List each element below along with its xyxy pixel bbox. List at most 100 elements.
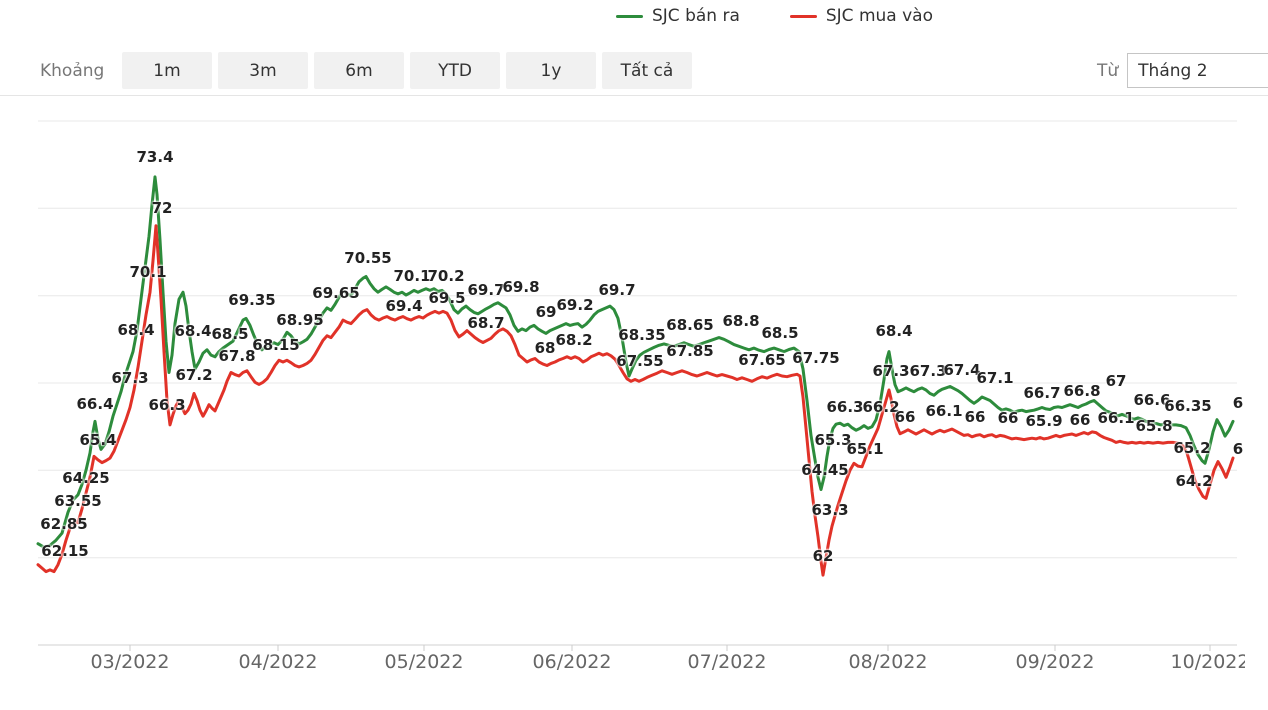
chart-legend: SJC bán ra SJC mua vào (616, 6, 969, 26)
sell-data-label: 70.1 (393, 267, 431, 285)
buy-data-label: 67.85 (666, 342, 714, 360)
buy-line-swatch-icon (789, 14, 817, 18)
sell-data-label: 67 (1105, 372, 1127, 390)
sell-data-label: 64.45 (801, 461, 849, 479)
buy-data-label: 67.65 (738, 351, 786, 369)
sell-data-label: 69 (535, 303, 557, 321)
sell-data-label: 68.5 (761, 324, 799, 342)
sell-data-label: 66.2 (862, 398, 900, 416)
sell-data-label: 66.7 (1023, 384, 1061, 402)
sell-data-label: 70.55 (344, 249, 392, 267)
sell-data-label: 68.4 (174, 322, 212, 340)
buy-data-label: 66 (894, 408, 916, 426)
sell-data-label: 68.95 (276, 311, 324, 329)
buy-data-label: 66.1 (1097, 409, 1135, 427)
x-axis-label: 09/2022 (1015, 651, 1095, 673)
sell-data-label: 66.8 (1063, 382, 1101, 400)
buy-data-label: 68 (534, 339, 556, 357)
range-button-6m[interactable]: 6m (314, 52, 404, 89)
sell-data-label: 65.2 (1173, 439, 1211, 457)
legend-item-sell[interactable]: SJC bán ra (616, 6, 740, 26)
buy-data-label: 65.8 (1135, 417, 1173, 435)
buy-data-label: 6 (1232, 440, 1244, 458)
buy-data-label: 69.4 (385, 297, 423, 315)
buy-data-label: 62 (812, 547, 834, 565)
x-axis-label: 05/2022 (384, 651, 464, 673)
sell-data-label: 69.35 (228, 291, 276, 309)
range-button-ytd[interactable]: YTD (410, 52, 500, 89)
legend-buy-label: SJC mua vào (825, 6, 933, 26)
buy-data-label: 67.55 (616, 352, 664, 370)
buy-data-label: 66 (1069, 411, 1091, 429)
x-axis-label: 04/2022 (238, 651, 318, 673)
from-date-group: Từ (1097, 53, 1268, 88)
buy-price-line[interactable] (36, 224, 1235, 577)
sell-data-label: 68.65 (666, 316, 714, 334)
sell-data-label: 68.35 (618, 326, 666, 344)
buy-data-label: 67.3 (872, 362, 910, 380)
x-axis-label: 03/2022 (90, 651, 170, 673)
x-axis-label: 08/2022 (848, 651, 928, 673)
sell-data-label: 66.4 (76, 395, 114, 413)
sell-data-label: 68.4 (117, 321, 155, 339)
buy-data-label: 66.1 (925, 402, 963, 420)
from-label: Từ (1097, 60, 1119, 81)
sell-line-swatch-icon (616, 14, 643, 18)
buy-data-label: 67.3 (111, 369, 149, 387)
legend-sell-label: SJC bán ra (652, 6, 740, 26)
buy-data-label: 64.2 (1175, 472, 1213, 490)
buy-data-label: 66.3 (148, 396, 186, 414)
sell-data-label: 69.7 (467, 281, 505, 299)
buy-data-label: 72 (151, 199, 173, 217)
buy-data-label: 68.2 (555, 331, 593, 349)
range-selector-toolbar: Khoảng 1m 3m 6m YTD 1y Tất cả (40, 52, 692, 89)
buy-data-label: 68.15 (252, 336, 300, 354)
from-date-input[interactable] (1127, 53, 1268, 88)
buy-data-label: 68.7 (467, 314, 505, 332)
buy-data-label: 69.5 (428, 289, 466, 307)
sell-data-label: 66.3 (826, 398, 864, 416)
buy-data-label: 63.55 (54, 492, 102, 510)
buy-data-label: 62.15 (41, 542, 89, 560)
sell-data-label: 6 (1232, 394, 1244, 412)
sell-data-label: 73.4 (136, 148, 174, 166)
range-button-all[interactable]: Tất cả (602, 52, 692, 89)
sell-data-label: 67.4 (943, 361, 981, 379)
range-button-1m[interactable]: 1m (122, 52, 212, 89)
range-selector-label: Khoảng (40, 60, 105, 81)
sell-price-line[interactable] (36, 175, 1235, 549)
sell-data-label: 65.3 (814, 431, 852, 449)
x-axis-label: 10/2022 (1170, 651, 1245, 673)
buy-data-label: 65.1 (846, 440, 884, 458)
buy-data-label: 67.8 (218, 347, 256, 365)
range-button-3m[interactable]: 3m (218, 52, 308, 89)
sell-data-label: 62.85 (40, 515, 88, 533)
sell-data-label: 69.8 (502, 278, 540, 296)
buy-data-label: 70.1 (129, 263, 167, 281)
sell-data-label: 70.2 (427, 267, 465, 285)
range-button-1y[interactable]: 1y (506, 52, 596, 89)
sell-data-label: 64.25 (62, 469, 110, 487)
x-axis-label: 06/2022 (532, 651, 612, 673)
sell-data-label: 67.3 (909, 362, 947, 380)
sell-data-label: 68.8 (722, 312, 760, 330)
buy-data-label: 63.3 (811, 501, 849, 519)
sell-data-label: 66.6 (1133, 391, 1171, 409)
legend-item-buy[interactable]: SJC mua vào (789, 6, 933, 26)
sell-data-label: 69.7 (598, 281, 636, 299)
sell-data-label: 66.35 (1164, 397, 1212, 415)
sell-data-label: 68.4 (875, 322, 913, 340)
buy-data-label: 67.75 (792, 349, 840, 367)
buy-data-label: 67.2 (175, 366, 213, 384)
x-axis-label: 07/2022 (687, 651, 767, 673)
buy-data-label: 65.9 (1025, 412, 1063, 430)
toolbar-divider (0, 95, 1268, 96)
buy-data-label: 65.4 (79, 431, 117, 449)
buy-data-label: 66 (964, 408, 986, 426)
sell-data-label: 69.2 (556, 296, 594, 314)
sell-data-label: 69.65 (312, 284, 360, 302)
sell-data-label: 67.1 (976, 369, 1014, 387)
